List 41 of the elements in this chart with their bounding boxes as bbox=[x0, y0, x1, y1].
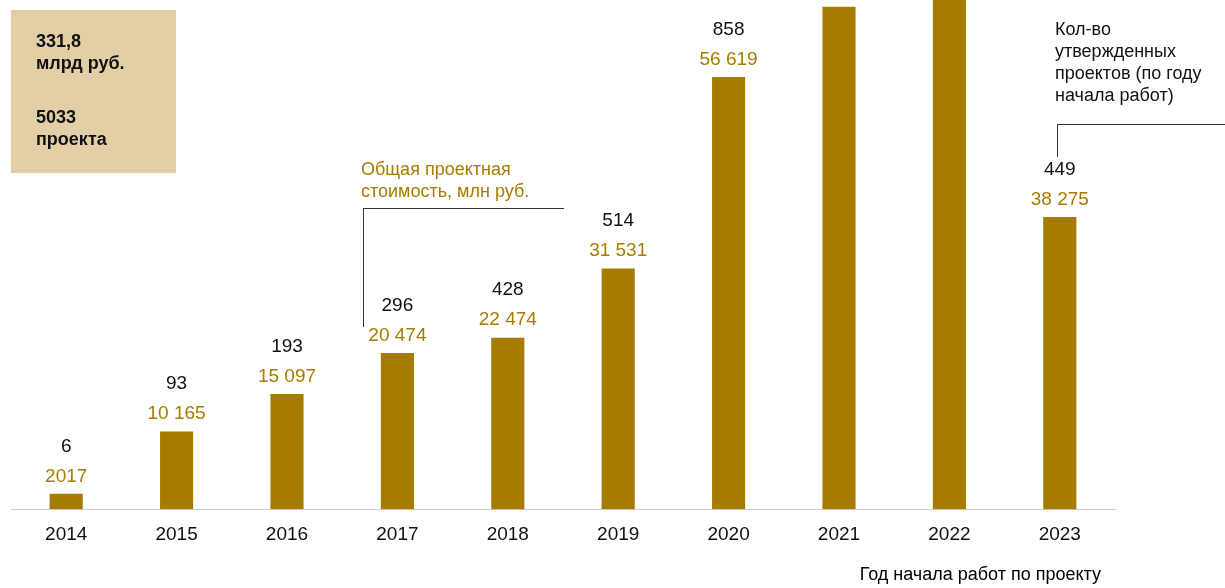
bar bbox=[932, 0, 966, 510]
x-tick-label: 2023 bbox=[1038, 522, 1081, 544]
data-label: 10 165 bbox=[147, 402, 206, 424]
annotation: Общая проектная стоимость, млн руб. bbox=[361, 158, 530, 202]
x-tick-label: 2019 bbox=[597, 522, 640, 544]
x-tick-label: 2021 bbox=[817, 522, 861, 544]
annotation: 5033 проекта bbox=[36, 106, 107, 150]
annotation: 449 bbox=[1043, 157, 1076, 179]
bar bbox=[1043, 217, 1077, 510]
data-label: 56 619 bbox=[699, 47, 758, 69]
data-label: 2017 bbox=[45, 464, 88, 486]
x-axis-title: Год начала работ по проекту bbox=[859, 564, 1101, 585]
x-tick-label: 2017 bbox=[376, 522, 419, 544]
annotation: 514 bbox=[602, 209, 635, 231]
annotation: 858 bbox=[712, 17, 745, 39]
annotation: 331,8 млрд руб. bbox=[36, 30, 125, 74]
annotation: 296 bbox=[381, 293, 414, 315]
bar bbox=[49, 493, 83, 510]
annotation: Кол-во утвержденных проектов (по году начала работ) bbox=[1055, 18, 1202, 106]
data-label: 22 474 bbox=[478, 308, 538, 330]
bar bbox=[270, 393, 304, 510]
data-label: 38 275 bbox=[1030, 187, 1089, 209]
annotation: 93 bbox=[166, 372, 188, 394]
bar bbox=[160, 431, 194, 510]
x-tick-label: 2014 bbox=[45, 522, 88, 544]
bar bbox=[712, 76, 746, 510]
x-tick-label: 2016 bbox=[265, 522, 309, 544]
bar bbox=[601, 268, 635, 510]
bar bbox=[380, 352, 414, 510]
annotation: 6 bbox=[60, 434, 72, 456]
data-label: 20 474 bbox=[368, 323, 427, 345]
x-tick-label: 2022 bbox=[928, 522, 971, 544]
annotation: 428 bbox=[491, 278, 524, 300]
bar bbox=[822, 6, 856, 510]
x-tick-label: 2015 bbox=[155, 522, 198, 544]
x-tick-label: 2020 bbox=[707, 522, 750, 544]
bar bbox=[491, 337, 525, 510]
x-tick-label: 2018 bbox=[486, 522, 529, 544]
data-label: 15 097 bbox=[257, 364, 317, 386]
annotation: 193 bbox=[271, 334, 303, 356]
data-label: 31 531 bbox=[589, 239, 648, 261]
